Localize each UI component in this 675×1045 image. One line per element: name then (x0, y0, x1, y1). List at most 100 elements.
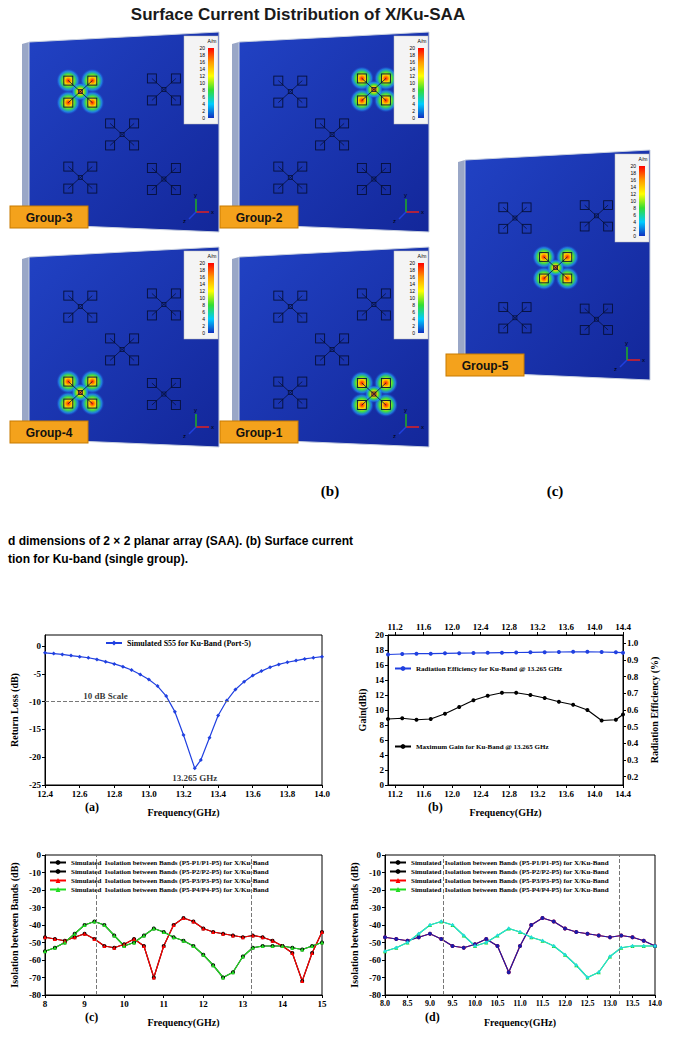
svg-text:0: 0 (633, 233, 636, 239)
svg-text:y: y (194, 192, 197, 198)
svg-text:8: 8 (412, 302, 415, 308)
svg-text:z: z (183, 433, 186, 439)
svg-text:-50: -50 (369, 938, 381, 948)
svg-text:11.2: 11.2 (387, 622, 403, 632)
svg-text:(b): (b) (321, 483, 339, 500)
svg-text:-5: -5 (34, 669, 42, 679)
svg-text:2: 2 (202, 108, 205, 114)
svg-text:0.9: 0.9 (627, 655, 639, 665)
svg-text:Radiation Efficiency (%): Radiation Efficiency (%) (649, 657, 661, 764)
svg-text:12.6: 12.6 (72, 789, 88, 799)
svg-text:14.4: 14.4 (615, 789, 631, 799)
svg-text:A/m: A/m (418, 38, 427, 44)
svg-text:14: 14 (630, 184, 636, 190)
svg-text:13.0: 13.0 (603, 999, 617, 1008)
svg-text:13.6: 13.6 (245, 789, 261, 799)
svg-text:16: 16 (199, 59, 205, 65)
svg-text:x: x (421, 209, 424, 215)
svg-text:0.3: 0.3 (627, 755, 639, 765)
svg-text:10: 10 (199, 295, 205, 301)
svg-text:8: 8 (43, 999, 48, 1009)
svg-text:11.0: 11.0 (513, 999, 527, 1008)
svg-text:8: 8 (380, 720, 385, 730)
svg-text:0: 0 (412, 115, 415, 121)
svg-text:12.0: 12.0 (444, 622, 460, 632)
svg-text:2: 2 (633, 226, 636, 232)
svg-text:13.2: 13.2 (530, 622, 546, 632)
svg-text:Frequency(GHz): Frequency(GHz) (147, 807, 219, 819)
svg-text:14: 14 (278, 999, 288, 1009)
svg-text:0: 0 (412, 330, 415, 336)
svg-text:6: 6 (412, 309, 415, 315)
svg-text:12.0: 12.0 (444, 789, 460, 799)
svg-text:4: 4 (412, 316, 415, 322)
svg-text:10: 10 (375, 705, 385, 715)
svg-text:0: 0 (380, 780, 385, 790)
svg-text:10: 10 (199, 80, 205, 86)
svg-text:10 dB Scale: 10 dB Scale (83, 691, 128, 701)
svg-text:9.0: 9.0 (425, 999, 435, 1008)
svg-text:-70: -70 (369, 973, 381, 983)
svg-text:-50: -50 (29, 938, 41, 948)
svg-text:0: 0 (202, 330, 205, 336)
svg-text:9: 9 (82, 999, 87, 1009)
svg-text:13.2: 13.2 (530, 789, 546, 799)
svg-text:-80: -80 (29, 990, 41, 1000)
svg-text:12: 12 (630, 191, 636, 197)
svg-text:Simulated Isolation between B: Simulated Isolation between Bands (P5-P2… (411, 868, 609, 876)
svg-text:12.8: 12.8 (501, 789, 517, 799)
svg-text:0.7: 0.7 (627, 688, 639, 698)
svg-text:z: z (393, 218, 396, 224)
svg-text:12: 12 (199, 288, 205, 294)
svg-text:y: y (404, 407, 407, 413)
svg-text:12.5: 12.5 (581, 999, 595, 1008)
svg-text:12.8: 12.8 (501, 622, 517, 632)
svg-text:18: 18 (199, 267, 205, 273)
svg-text:-10: -10 (29, 868, 41, 878)
svg-text:d dimensions of 2 × 2 planar a: d dimensions of 2 × 2 planar array (SAA)… (8, 534, 353, 548)
svg-text:4: 4 (380, 750, 385, 760)
svg-text:13.6: 13.6 (558, 789, 574, 799)
svg-text:15: 15 (318, 999, 328, 1009)
svg-text:13.4: 13.4 (210, 789, 226, 799)
svg-text:13.5: 13.5 (626, 999, 640, 1008)
svg-text:Simulated S55 for Ku-Band (Por: Simulated S55 for Ku-Band (Port-5) (127, 639, 251, 648)
svg-text:4: 4 (633, 219, 636, 225)
svg-text:8: 8 (633, 205, 636, 211)
svg-text:13.6: 13.6 (558, 622, 574, 632)
svg-text:12: 12 (199, 999, 209, 1009)
svg-text:(b): (b) (428, 800, 443, 814)
svg-text:A/m: A/m (208, 38, 217, 44)
svg-text:Surface Current Distribution o: Surface Current Distribution of X/Ku-SAA (131, 5, 465, 24)
svg-text:(d): (d) (425, 1010, 440, 1024)
svg-text:Isolation between Bands (dB): Isolation between Bands (dB) (349, 862, 361, 987)
svg-text:x: x (211, 424, 214, 430)
svg-text:2: 2 (412, 108, 415, 114)
svg-text:(a): (a) (85, 800, 99, 814)
svg-text:2: 2 (380, 765, 385, 775)
svg-text:14.0: 14.0 (587, 789, 603, 799)
svg-text:-15: -15 (29, 724, 41, 734)
svg-text:13.2: 13.2 (176, 789, 192, 799)
svg-text:11.6: 11.6 (416, 622, 432, 632)
svg-text:Isolation between Bands (dB): Isolation between Bands (dB) (9, 862, 21, 987)
svg-text:10: 10 (409, 295, 415, 301)
svg-text:12: 12 (409, 73, 415, 79)
svg-text:6: 6 (412, 94, 415, 100)
svg-text:8.5: 8.5 (403, 999, 413, 1008)
svg-text:Frequency(GHz): Frequency(GHz) (147, 1017, 219, 1029)
svg-text:12: 12 (409, 288, 415, 294)
svg-text:16: 16 (630, 177, 636, 183)
svg-text:13: 13 (238, 999, 248, 1009)
svg-text:14: 14 (375, 675, 385, 685)
svg-text:Frequency(GHz): Frequency(GHz) (469, 807, 541, 819)
svg-text:0.8: 0.8 (627, 672, 639, 682)
svg-text:14: 14 (409, 281, 415, 287)
svg-text:1.0: 1.0 (627, 638, 639, 648)
svg-text:20: 20 (409, 260, 415, 266)
svg-text:A/m: A/m (639, 156, 648, 162)
svg-text:0.5: 0.5 (627, 722, 639, 732)
svg-text:-60: -60 (29, 955, 41, 965)
svg-text:Group-1: Group-1 (236, 426, 283, 440)
svg-text:0.4: 0.4 (627, 738, 639, 748)
